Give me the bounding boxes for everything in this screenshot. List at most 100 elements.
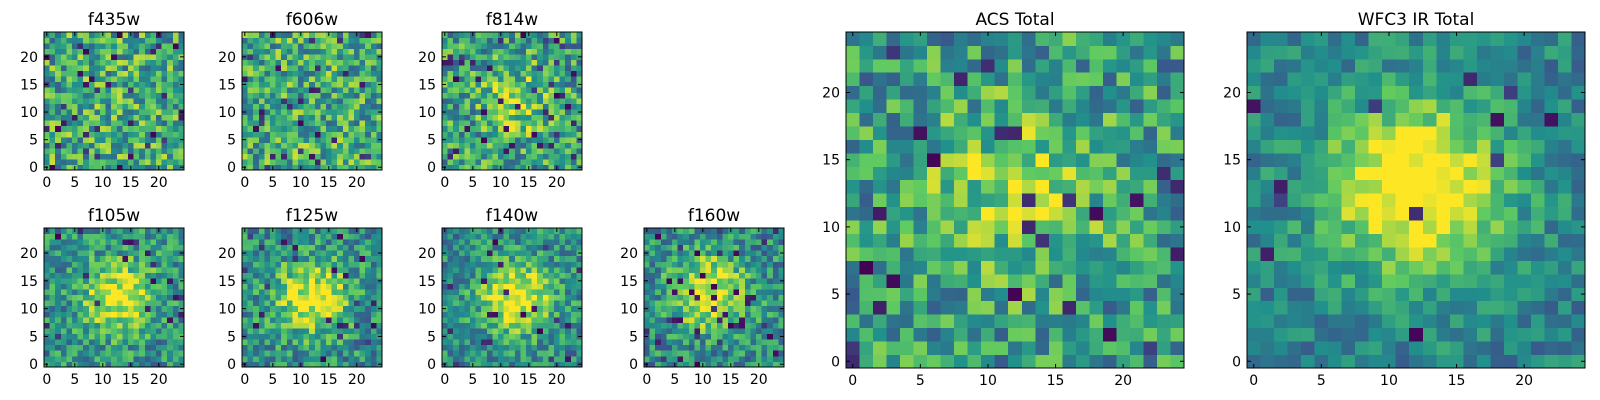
heatmap-cell: [705, 233, 712, 240]
heatmap-cell: [927, 179, 942, 194]
heatmap-cell: [531, 81, 538, 88]
heatmap-cell: [348, 54, 355, 60]
heatmap-cell: [298, 153, 304, 160]
heatmap-cell: [128, 328, 134, 335]
heatmap-cell: [728, 328, 734, 335]
heatmap-cell: [60, 142, 67, 149]
heatmap-cell: [503, 261, 510, 268]
heatmap-cell: [481, 300, 488, 307]
heatmap-cell: [60, 125, 67, 132]
heatmap-cell: [88, 300, 95, 307]
heatmap-cells: [44, 228, 185, 368]
heatmap-cell: [161, 76, 168, 83]
heatmap-cell: [442, 239, 448, 246]
heatmap-cell: [859, 247, 874, 261]
heatmap-cell: [644, 350, 650, 357]
heatmap-cell: [342, 120, 349, 127]
heatmap-cell: [716, 311, 723, 318]
heatmap-cell: [498, 153, 504, 160]
heatmap-cell: [337, 333, 344, 340]
heatmap-cell: [655, 283, 662, 290]
heatmap-cell: [342, 250, 349, 257]
heatmap-cell: [565, 233, 572, 240]
heatmap-cell: [464, 361, 471, 368]
heatmap-cell: [873, 166, 887, 181]
heatmap-cell: [156, 283, 162, 290]
heatmap-cell: [954, 179, 969, 194]
heatmap-cell: [342, 272, 349, 279]
heatmap-cell: [348, 70, 355, 77]
heatmap-cell: [275, 98, 282, 105]
heatmap-cell: [100, 261, 106, 268]
heatmap-cell: [83, 289, 90, 296]
heatmap-cell: [337, 239, 344, 246]
heatmap-cell: [331, 59, 338, 66]
heatmap-cell: [326, 48, 332, 55]
heatmap-cell: [498, 48, 504, 55]
heatmap-cell: [453, 305, 460, 312]
heatmap-cell: [694, 233, 701, 240]
heatmap-cell: [542, 294, 549, 301]
heatmap-cell: [559, 103, 566, 110]
heatmap-cell: [326, 114, 332, 121]
heatmap-cell: [453, 255, 460, 262]
heatmap-cell: [531, 125, 538, 132]
heatmap-cell: [264, 92, 271, 99]
heatmap-cell: [526, 239, 532, 246]
heatmap-cell: [688, 283, 695, 290]
heatmap-cell: [520, 120, 527, 127]
heatmap-cell: [105, 164, 112, 171]
heatmap-cell: [498, 70, 504, 77]
heatmap-cell: [348, 153, 355, 160]
heatmap-cell: [144, 37, 151, 44]
heatmap-cell: [554, 114, 560, 121]
heatmap-cell: [167, 289, 174, 296]
heatmap-cell: [370, 131, 377, 138]
heatmap-cell: [475, 239, 482, 246]
heatmap-cell: [72, 131, 78, 138]
heatmap-cell: [172, 37, 179, 44]
heatmap-cell: [144, 311, 151, 318]
heatmap-cell: [331, 87, 338, 94]
heatmap-cell: [492, 355, 499, 362]
heatmap-cell: [1021, 354, 1036, 369]
heatmap-cell: [722, 244, 729, 251]
heatmap-cell: [298, 250, 304, 257]
heatmap-cell: [761, 322, 768, 329]
heatmap-cell: [486, 153, 493, 160]
heatmap-cell: [526, 328, 532, 335]
heatmap-cell: [954, 287, 969, 302]
heatmap-cell: [314, 65, 321, 72]
heatmap-cell: [940, 220, 955, 234]
heatmap-cell: [144, 266, 151, 273]
heatmap-cell: [66, 37, 73, 44]
heatmap-cell: [565, 125, 572, 132]
heatmap-cell: [1062, 233, 1077, 248]
heatmap-cell: [503, 244, 510, 251]
heatmap-cell: [253, 283, 260, 290]
heatmap-cell: [172, 158, 179, 165]
heatmap-cell: [88, 48, 95, 55]
heatmap-cell: [940, 233, 955, 248]
heatmap-cell: [981, 233, 996, 248]
heatmap-cell: [994, 354, 1009, 369]
heatmap-cell: [498, 350, 504, 357]
heatmap-cell: [559, 272, 566, 279]
heatmap-cell: [264, 136, 271, 143]
heatmap-cell: [994, 220, 1009, 234]
heatmap-cell: [44, 261, 50, 268]
heatmap-cell: [72, 59, 78, 66]
heatmap-cell: [526, 98, 532, 105]
heatmap-cell: [683, 316, 690, 323]
heatmap-cell: [1089, 206, 1104, 221]
heatmap-cell: [111, 361, 118, 368]
heatmap-cell: [1170, 193, 1185, 208]
heatmap-cell: [537, 300, 544, 307]
heatmap-cell: [253, 289, 260, 296]
heatmap-cell: [258, 250, 265, 257]
heatmap-cell: [711, 255, 718, 262]
heatmap-cell: [981, 354, 996, 369]
heatmap-cell: [77, 300, 84, 307]
heatmap-cell: [298, 37, 304, 44]
